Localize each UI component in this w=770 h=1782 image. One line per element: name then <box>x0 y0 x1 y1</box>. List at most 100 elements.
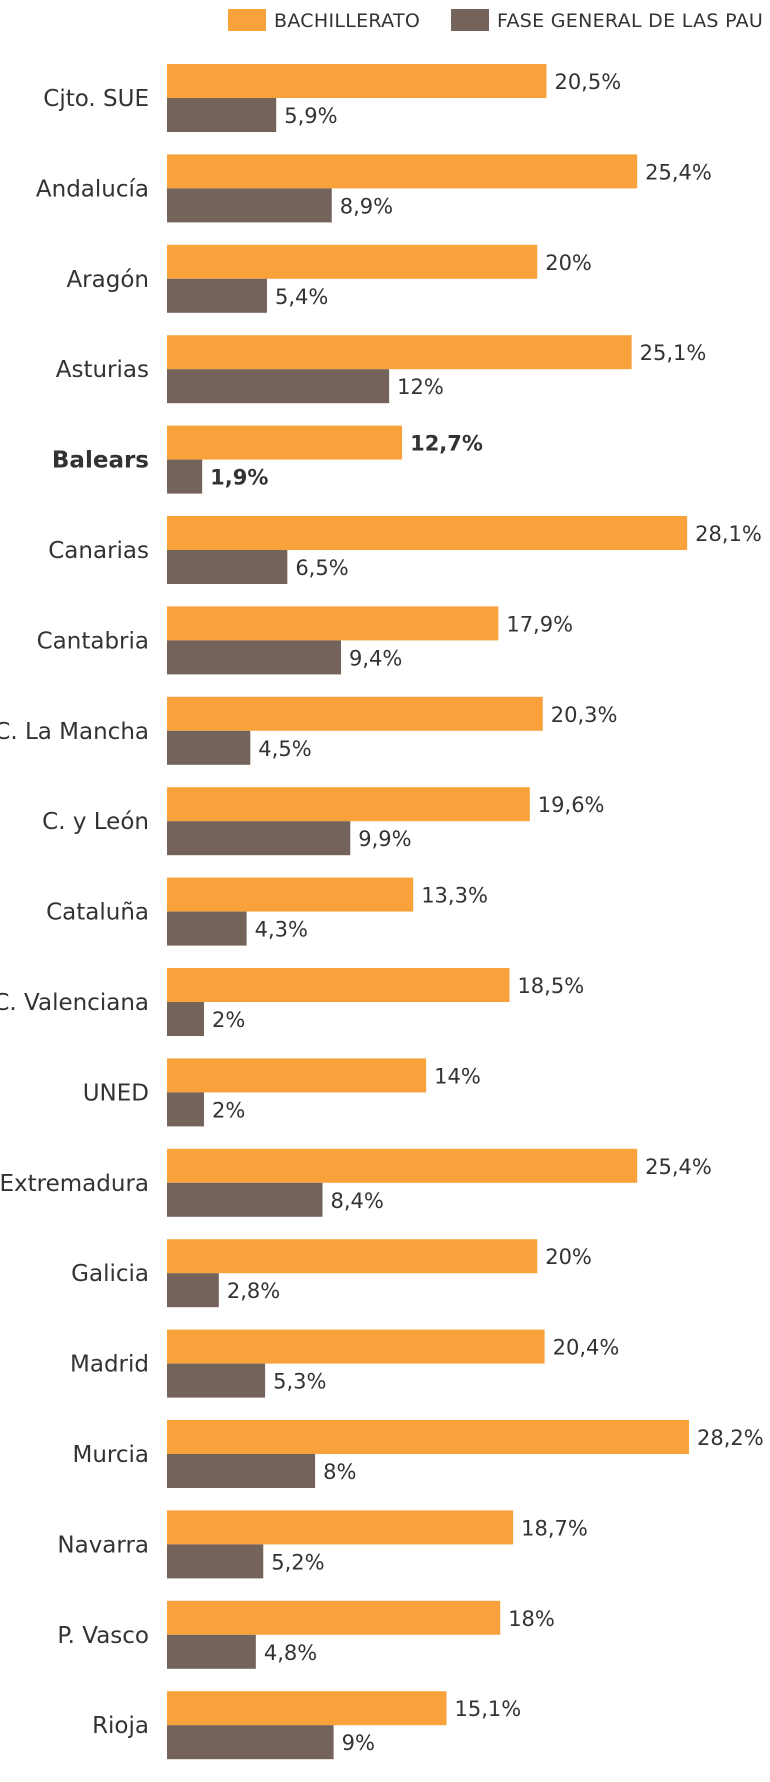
bar-bachillerato <box>167 696 543 731</box>
category-group-galicia: Galicia 20% 2,8% <box>71 1239 592 1308</box>
bar-fase-general <box>167 369 390 404</box>
value-label: 17,9% <box>506 612 573 636</box>
bar-fase-general <box>167 1273 219 1308</box>
value-label: 12% <box>397 375 444 399</box>
bar-fase-general <box>167 98 277 132</box>
category-group-cantabria: Cantabria 17,9% 9,4% <box>37 606 573 675</box>
value-label: 14% <box>434 1064 481 1088</box>
bar-bachillerato <box>167 516 688 550</box>
bar-fase-general <box>167 1544 264 1579</box>
value-label: 20% <box>545 251 592 275</box>
category-group-rioja: Rioja 15,1% 9% <box>92 1691 522 1760</box>
bar-bachillerato <box>167 154 638 189</box>
value-label: 18,7% <box>521 1516 588 1540</box>
value-label: 25,1% <box>640 341 707 365</box>
value-label: 8,4% <box>330 1189 383 1213</box>
legend-label-bachillerato: BACHILLERATO <box>274 10 420 32</box>
bar-fase-general <box>167 188 332 223</box>
bar-bachillerato <box>167 606 499 641</box>
category-group-madrid: Madrid 20,4% 5,3% <box>70 1329 620 1398</box>
category-label: Rioja <box>92 1713 149 1739</box>
value-label: 13,3% <box>421 884 488 908</box>
legend-swatch-bachillerato <box>228 9 266 31</box>
value-label: 6,5% <box>295 556 348 580</box>
category-label: Cantabria <box>37 628 149 654</box>
value-label: 18,5% <box>517 974 584 998</box>
bar-fase-general <box>167 1634 256 1669</box>
value-label: 2% <box>212 1008 245 1032</box>
bar-bachillerato <box>167 335 632 370</box>
value-label: 4,3% <box>255 918 308 942</box>
bar-fase-general <box>167 821 351 856</box>
value-label: 5,9% <box>284 104 337 128</box>
category-label: Balears <box>52 448 149 474</box>
value-label: 28,2% <box>697 1426 764 1450</box>
category-group-extremadura: Extremadura 25,4% 8,4% <box>0 1148 712 1217</box>
category-label: UNED <box>83 1080 149 1106</box>
bar-bachillerato <box>167 787 530 822</box>
value-label: 2% <box>212 1098 245 1122</box>
value-label: 4,5% <box>258 737 311 761</box>
bar-bachillerato <box>167 1329 545 1364</box>
value-label: 9,9% <box>358 827 411 851</box>
legend: BACHILLERATO FASE GENERAL DE LAS PAU <box>228 9 763 32</box>
category-label: Andalucía <box>36 176 149 202</box>
value-label: 15,1% <box>455 1697 522 1721</box>
category-label: C. Valenciana <box>0 990 149 1016</box>
value-label: 20,4% <box>553 1336 620 1360</box>
value-label: 5,4% <box>275 285 328 309</box>
category-group-andalucia: Andalucía 25,4% 8,9% <box>36 154 712 223</box>
category-label: C. y León <box>42 809 149 835</box>
category-label: Cataluña <box>46 900 149 926</box>
value-label: 8,9% <box>340 194 393 218</box>
value-label: 20,5% <box>554 70 621 94</box>
category-group-p-vasco: P. Vasco 18% 4,8% <box>57 1600 555 1669</box>
value-label: 8% <box>323 1460 356 1484</box>
value-label: 5,3% <box>273 1370 326 1394</box>
category-label: Cjto. SUE <box>43 86 149 112</box>
category-label: Aragón <box>66 267 149 293</box>
category-label: P. Vasco <box>57 1623 149 1649</box>
category-label: Canarias <box>48 538 149 564</box>
bar-fase-general <box>167 1182 323 1217</box>
value-label: 4,8% <box>264 1641 317 1665</box>
bar-bachillerato <box>167 64 547 98</box>
bar-bachillerato <box>167 244 538 279</box>
value-label: 9% <box>342 1731 375 1755</box>
bar-fase-general <box>167 1363 266 1398</box>
bar-fase-general <box>167 640 341 675</box>
value-label: 28,1% <box>695 522 762 546</box>
bar-fase-general <box>167 1002 205 1036</box>
category-group-cataluna: Cataluña 13,3% 4,3% <box>46 877 488 946</box>
value-label: 5,2% <box>271 1550 324 1574</box>
category-group-c-y-leon: C. y León 19,6% 9,9% <box>42 787 605 856</box>
bar-fase-general <box>167 278 267 313</box>
bar-bachillerato <box>167 1058 427 1093</box>
category-label: Navarra <box>57 1532 149 1558</box>
category-label: Galicia <box>71 1261 149 1287</box>
value-label: 12,7% <box>410 432 483 456</box>
bar-fase-general <box>167 459 203 494</box>
category-group-c-valenciana: C. Valenciana 18,5% 2% <box>0 968 584 1036</box>
bar-bachillerato <box>167 1420 689 1454</box>
value-label: 25,4% <box>645 1155 712 1179</box>
value-label: 20% <box>545 1245 592 1269</box>
category-group-navarra: Navarra 18,7% 5,2% <box>57 1510 588 1579</box>
value-label: 1,9% <box>210 466 268 490</box>
bar-fase-general <box>167 1092 205 1127</box>
bar-bachillerato <box>167 877 414 912</box>
category-group-aragon: Aragón 20% 5,4% <box>66 244 592 313</box>
category-group-cjto-sue: Cjto. SUE 20,5% 5,9% <box>43 64 621 132</box>
bar-fase-general <box>167 730 251 765</box>
bar-fase-general <box>167 1454 316 1488</box>
bar-fase-general <box>167 550 288 584</box>
value-label: 2,8% <box>227 1279 280 1303</box>
category-label: Murcia <box>72 1442 149 1468</box>
plot-area: Cjto. SUE 20,5% 5,9% Andalucía 25,4% 8,9% Arag… <box>0 64 764 1760</box>
value-label: 20,3% <box>551 703 618 727</box>
bar-bachillerato <box>167 1148 638 1183</box>
bar-bachillerato <box>167 1691 447 1726</box>
bar-fase-general <box>167 911 247 946</box>
bar-bachillerato <box>167 1600 501 1635</box>
